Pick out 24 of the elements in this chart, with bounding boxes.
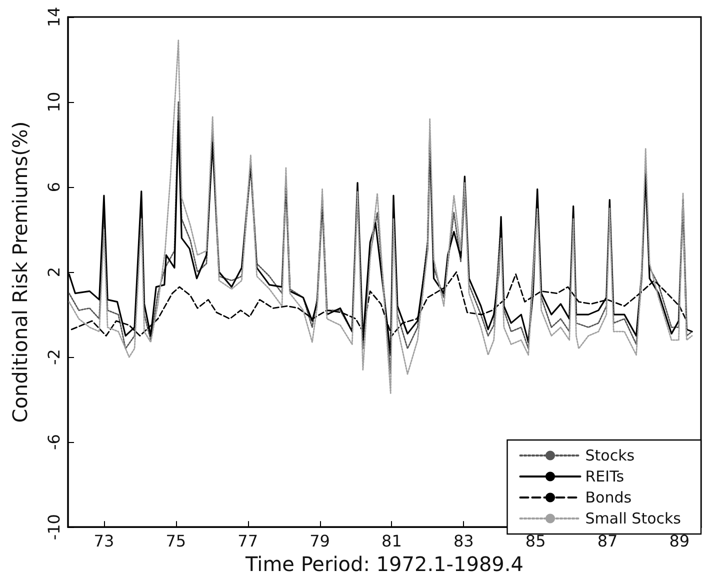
x-tick-label: 81: [382, 532, 402, 551]
x-tick-label: 77: [238, 532, 258, 551]
x-tick-label: 89: [669, 532, 690, 551]
y-tick-label: 14: [44, 6, 64, 28]
legend-label: REITs: [585, 468, 624, 486]
y-axis-title: Conditional Risk Premiums(%): [8, 121, 32, 423]
legend-label: Small Stocks: [585, 510, 682, 528]
y-tick-label: -10: [44, 514, 64, 540]
x-axis-title: Time Period: 1972.1-1989.4: [244, 552, 524, 576]
y-tick-label: 2: [44, 266, 64, 278]
line-series: [68, 40, 693, 394]
y-tick-label: 6: [44, 182, 64, 192]
y-tick-label: -2: [44, 349, 64, 366]
legend-label: Stocks: [585, 446, 635, 464]
legend-label: Bonds: [585, 488, 632, 506]
x-tick-label: 87: [597, 532, 618, 551]
x-tick-label: 85: [525, 532, 546, 551]
y-tick-label: 10: [44, 92, 64, 112]
y-tick-label: -6: [44, 434, 64, 450]
x-tick-label: 83: [453, 532, 474, 551]
x-tick-label: 75: [166, 532, 186, 551]
line-series: [70, 271, 688, 337]
x-tick-label: 73: [94, 532, 114, 551]
x-tick-label: 79: [310, 532, 330, 551]
